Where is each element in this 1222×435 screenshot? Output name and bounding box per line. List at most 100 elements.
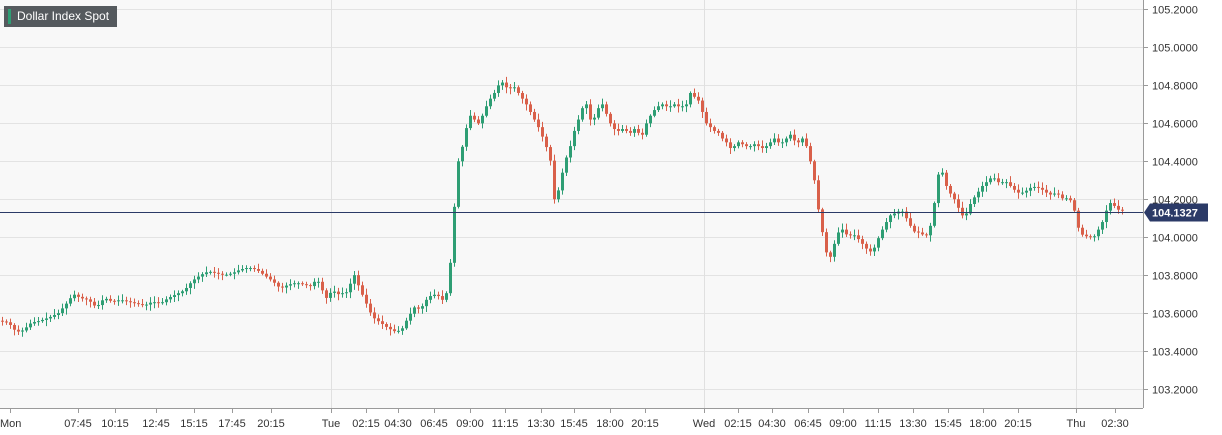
candle-down xyxy=(909,218,912,226)
candle-up xyxy=(153,302,156,304)
candle-up xyxy=(965,213,968,216)
x-tick-label: 02:15 xyxy=(352,418,380,430)
last-price-label: 104.1327 xyxy=(1152,208,1198,220)
y-tick-label: 104.4000 xyxy=(1152,157,1198,169)
candle-down xyxy=(741,142,744,145)
candle-up xyxy=(621,129,624,131)
candle-up xyxy=(97,305,100,307)
y-tick-label: 104.6000 xyxy=(1152,119,1198,131)
candle-up xyxy=(185,287,188,292)
candle-down xyxy=(265,273,268,277)
candle-down xyxy=(1009,182,1012,186)
candle-down xyxy=(605,104,608,114)
x-tick-label: 18:00 xyxy=(596,418,624,430)
candle-up xyxy=(229,273,232,275)
candle-up xyxy=(241,268,244,271)
candle-down xyxy=(857,235,860,240)
candle-up xyxy=(341,293,344,295)
candle-up xyxy=(685,104,688,107)
candle-up xyxy=(433,294,436,297)
candle-down xyxy=(273,279,276,283)
candle-down xyxy=(373,312,376,319)
candle-down xyxy=(1057,193,1060,195)
candle-up xyxy=(681,106,684,108)
candle-up xyxy=(1097,229,1100,237)
candle-up xyxy=(481,115,484,124)
candle-down xyxy=(1117,205,1120,210)
candle-up xyxy=(345,292,348,294)
candle-down xyxy=(705,111,708,124)
candle-down xyxy=(545,136,548,148)
candle-up xyxy=(469,115,472,129)
candle-down xyxy=(253,268,256,270)
candle-up xyxy=(29,323,32,328)
candle-up xyxy=(21,330,24,332)
candle-down xyxy=(745,144,748,147)
candle-up xyxy=(501,82,504,86)
candle-up xyxy=(429,296,432,300)
candle-up xyxy=(209,271,212,273)
y-tick-label: 103.4000 xyxy=(1152,347,1198,359)
candle-down xyxy=(281,286,284,288)
title-accent-bar xyxy=(8,9,11,24)
x-tick-label: Thu xyxy=(1067,418,1086,430)
candle-down xyxy=(125,300,128,302)
candle-up xyxy=(973,197,976,204)
candle-down xyxy=(301,283,304,285)
candle-down xyxy=(437,294,440,297)
candle-down xyxy=(729,142,732,149)
candle-up xyxy=(349,283,352,293)
candle-up xyxy=(317,281,320,283)
candle-up xyxy=(649,115,652,124)
candle-up xyxy=(225,274,228,276)
candle-up xyxy=(573,130,576,147)
candle-up xyxy=(53,315,56,317)
candle-down xyxy=(277,282,280,287)
candle-up xyxy=(201,274,204,277)
candle-up xyxy=(661,104,664,107)
candle-up xyxy=(49,316,52,319)
candle-down xyxy=(913,225,916,232)
candle-down xyxy=(761,146,764,149)
candle-up xyxy=(177,293,180,296)
candle-up xyxy=(173,295,176,297)
candle-down xyxy=(921,232,924,235)
candle-down xyxy=(997,178,1000,183)
candle-up xyxy=(977,191,980,198)
candle-up xyxy=(449,262,452,294)
x-tick-label: 09:00 xyxy=(829,418,857,430)
candle-down xyxy=(309,285,312,287)
candle-up xyxy=(969,204,972,214)
x-tick-label: 13:30 xyxy=(899,418,927,430)
candle-down xyxy=(797,140,800,143)
x-tick-label: 06:45 xyxy=(420,418,448,430)
candle-down xyxy=(1041,187,1044,190)
candle-up xyxy=(633,129,636,133)
candle-up xyxy=(145,304,148,306)
candle-down xyxy=(221,273,224,275)
candle-up xyxy=(841,229,844,233)
candle-down xyxy=(525,98,528,105)
candle-down xyxy=(477,119,480,124)
candle-up xyxy=(297,283,300,285)
candle-down xyxy=(589,104,592,120)
candle-down xyxy=(617,129,620,131)
candle-down xyxy=(609,113,612,124)
candle-down xyxy=(305,284,308,286)
candle-down xyxy=(1085,234,1088,237)
x-tick-label: 18:00 xyxy=(969,418,997,430)
candle-up xyxy=(105,298,108,301)
candle-up xyxy=(989,178,992,183)
x-tick-label: 20:15 xyxy=(1004,418,1032,430)
candle-down xyxy=(537,119,540,128)
candle-up xyxy=(889,215,892,223)
x-tick-label: 09:00 xyxy=(456,418,484,430)
candle-down xyxy=(629,130,632,133)
x-tick-label: Wed xyxy=(693,418,715,430)
candle-down xyxy=(109,298,112,301)
candle-down xyxy=(77,294,80,297)
candle-down xyxy=(829,252,832,257)
candle-up xyxy=(197,276,200,280)
candle-up xyxy=(245,268,248,270)
